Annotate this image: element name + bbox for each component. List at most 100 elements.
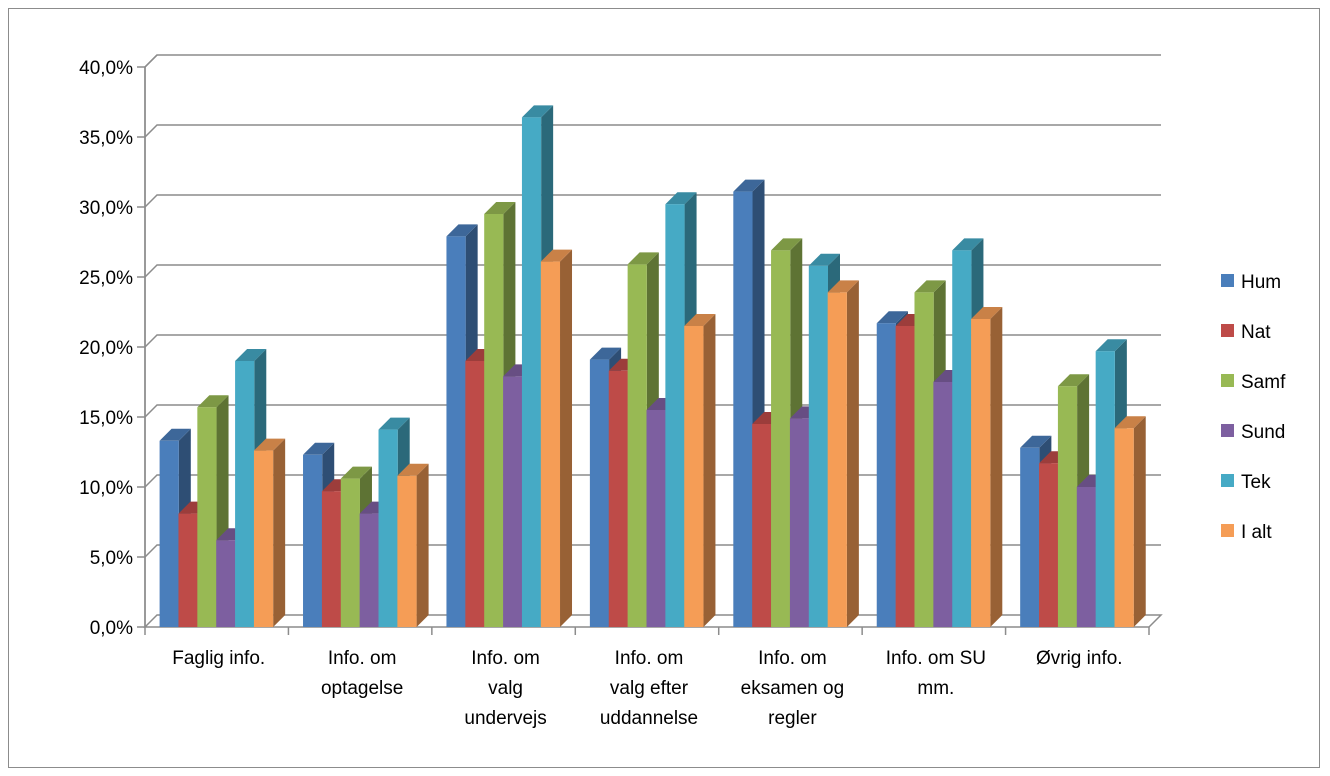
- bar-side: [560, 249, 573, 627]
- y-tick-label: 0,0%: [90, 618, 133, 639]
- bar-side: [273, 438, 286, 627]
- bar-top: [521, 105, 554, 118]
- gridline: [144, 194, 1161, 208]
- x-tick-label: valg efter: [610, 678, 689, 699]
- y-tick-label: 5,0%: [90, 548, 133, 569]
- bar-top: [340, 466, 372, 479]
- bar: [397, 463, 429, 627]
- bar-top: [589, 347, 622, 360]
- x-tick-label: undervejs: [464, 708, 546, 729]
- bar-front: [253, 450, 274, 627]
- bar-chart: 0,0% 5,0% 10,0% 15,0% 20,0% 25,0% 30,0% 35,0% 40…: [79, 54, 1286, 729]
- bar-top: [303, 442, 335, 455]
- bar-top: [397, 463, 429, 476]
- bar-front: [914, 292, 934, 627]
- bar-front: [771, 250, 791, 627]
- legend-swatch: [1221, 524, 1234, 537]
- y-tick-label: 35,0%: [79, 128, 133, 149]
- bar-front: [503, 376, 523, 627]
- bar-front: [446, 236, 466, 627]
- y-axis: 0,0% 5,0% 10,0% 15,0% 20,0% 25,0% 30,0% 35,0% 40…: [79, 58, 146, 639]
- bar-front: [303, 454, 323, 627]
- x-tick-label: eksamen og: [741, 678, 845, 699]
- bar: [971, 307, 1003, 627]
- x-tick-label: Info. om: [328, 648, 397, 669]
- bar-front: [952, 250, 972, 627]
- y-tick-label: 25,0%: [79, 268, 133, 289]
- legend-label: I alt: [1241, 522, 1272, 543]
- bar: [1114, 416, 1146, 627]
- bar-front: [827, 292, 847, 627]
- bar-top: [378, 417, 410, 430]
- bar-top: [684, 314, 716, 326]
- bar-front: [1020, 447, 1040, 627]
- y-tick-label: 20,0%: [79, 338, 133, 359]
- gridline: [144, 54, 1161, 68]
- y-tick-label: 40,0%: [79, 58, 133, 79]
- legend-swatch: [1221, 474, 1234, 487]
- legend-swatch: [1221, 274, 1234, 287]
- bar-front: [646, 410, 666, 627]
- bar-front: [876, 323, 896, 627]
- bar-front: [484, 214, 504, 627]
- bar-side: [416, 463, 429, 627]
- bar-front: [1057, 386, 1078, 627]
- bar-top: [540, 249, 573, 262]
- bar-front: [235, 361, 255, 627]
- gridlines: [144, 54, 1161, 558]
- bars: [159, 105, 1146, 628]
- x-tick-label: Faglig info.: [172, 648, 265, 669]
- bar-front: [216, 540, 236, 627]
- bar-front: [540, 261, 561, 627]
- legend-swatch: [1221, 424, 1234, 437]
- bar-front: [521, 117, 542, 628]
- gridline: [144, 124, 1161, 138]
- bar-front: [589, 359, 610, 627]
- bar-front: [197, 407, 217, 627]
- bar: [253, 438, 286, 627]
- x-tick-label: uddannelse: [600, 708, 698, 729]
- bar-top: [876, 311, 908, 324]
- bar-front: [971, 319, 991, 627]
- chart-frame: 0,0% 5,0% 10,0% 15,0% 20,0% 25,0% 30,0% 35,0% 40…: [8, 8, 1320, 768]
- bar-top: [484, 202, 516, 214]
- bar-front: [665, 204, 685, 627]
- bar-front: [340, 478, 360, 627]
- x-tick-label: regler: [768, 708, 817, 729]
- x-tick-label: Info. om SU: [886, 648, 986, 669]
- bar-side: [846, 280, 859, 627]
- x-tick-label: Øvrig info.: [1036, 648, 1123, 669]
- bar-front: [808, 265, 829, 627]
- x-tick-label: mm.: [917, 678, 954, 699]
- bar-front: [789, 418, 810, 627]
- legend-swatch: [1221, 374, 1234, 387]
- bar-front: [684, 326, 704, 627]
- bar-front: [465, 361, 485, 627]
- legend-label: Sund: [1241, 422, 1285, 443]
- bar-top: [1057, 374, 1090, 387]
- bar: [684, 314, 716, 627]
- bar-front: [1095, 351, 1115, 627]
- bar-side: [1133, 416, 1146, 627]
- x-tick-label: Info. om: [471, 648, 540, 669]
- bar-top: [1095, 339, 1127, 352]
- bar-top: [952, 238, 984, 251]
- bar-front: [752, 424, 772, 627]
- bar-front: [733, 191, 753, 627]
- bar-front: [397, 475, 417, 627]
- bar-front: [378, 429, 398, 627]
- bar-front: [159, 440, 179, 627]
- legend-label: Tek: [1241, 472, 1271, 493]
- bar-front: [895, 326, 915, 627]
- y-tick-label: 30,0%: [79, 198, 133, 219]
- x-axis: Faglig info. Info. om optagelse Info. om val…: [144, 627, 1150, 729]
- bar-top: [808, 253, 841, 266]
- bar-top: [1114, 416, 1146, 429]
- bar-front: [627, 264, 647, 627]
- bar-top: [1020, 435, 1052, 448]
- bar-top: [197, 395, 229, 408]
- bar-top: [235, 349, 267, 361]
- bar-top: [733, 179, 765, 192]
- bar-top: [627, 252, 659, 265]
- legend-label: Samf: [1241, 372, 1286, 393]
